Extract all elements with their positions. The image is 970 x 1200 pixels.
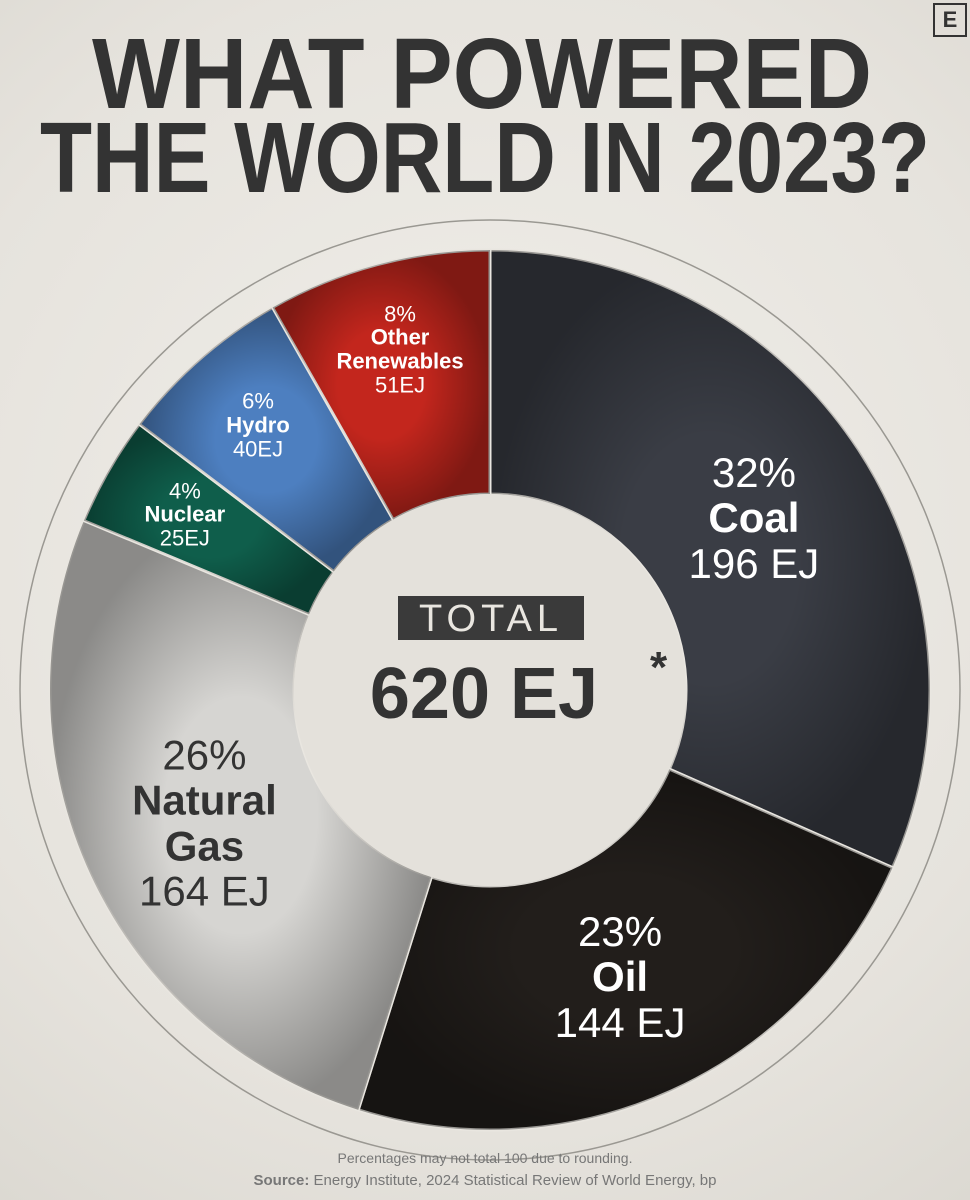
value-label: 40EJ — [232, 436, 284, 462]
category-label: Natural Gas — [132, 776, 277, 869]
note: Percentages may not total 100 due to rou… — [337, 1150, 633, 1166]
slice-label: 23% Oil 144 EJ — [554, 907, 686, 1046]
slice-label: 32% Coal 196 EJ — [689, 450, 820, 586]
source-text: Energy Institute, 2024 Statistical Revie… — [313, 1172, 717, 1189]
share-label: 23% — [578, 907, 663, 955]
value-label: 196 EJ — [688, 539, 820, 587]
title-line: THE WORLD IN 2023? — [40, 102, 930, 214]
title-line: WHAT POWERED — [92, 18, 872, 130]
source: Source: Energy Institute, 2024 Statistic… — [0, 1172, 970, 1189]
category-label: Nuclear — [144, 501, 226, 527]
source-label: Source: — [253, 1172, 310, 1189]
share-label: 6% — [242, 388, 274, 414]
share-label: 4% — [168, 477, 201, 503]
value-label: 25EJ — [159, 525, 210, 551]
category-label: Other Renewables — [336, 324, 464, 374]
value-label: 144 EJ — [554, 998, 686, 1046]
slice-label: 6% Hydro 40EJ — [226, 388, 290, 462]
logo: E — [943, 7, 958, 32]
share-label: 32% — [711, 448, 796, 496]
category-label: Oil — [592, 953, 649, 1001]
category-label: Coal — [708, 494, 800, 542]
category-label: Hydro — [226, 412, 290, 438]
slice-label: 8% Other Renewables 51EJ — [325, 302, 475, 397]
total-label: TOTAL — [419, 598, 563, 640]
share-label: 8% — [384, 301, 416, 327]
total-marker: * — [650, 643, 668, 692]
value-label: 51EJ — [374, 372, 426, 398]
center-hole — [294, 494, 686, 886]
slice-label: 4% Nuclear 25EJ — [145, 479, 226, 550]
share-label: 26% — [162, 731, 247, 779]
slice-label: 26% Natural Gas 164 EJ — [89, 731, 319, 915]
total-value: 620 EJ — [370, 654, 598, 734]
outer-ring — [19, 219, 961, 1161]
value-label: 164 EJ — [139, 867, 270, 915]
logo-box — [933, 3, 967, 37]
total-box — [398, 596, 584, 640]
